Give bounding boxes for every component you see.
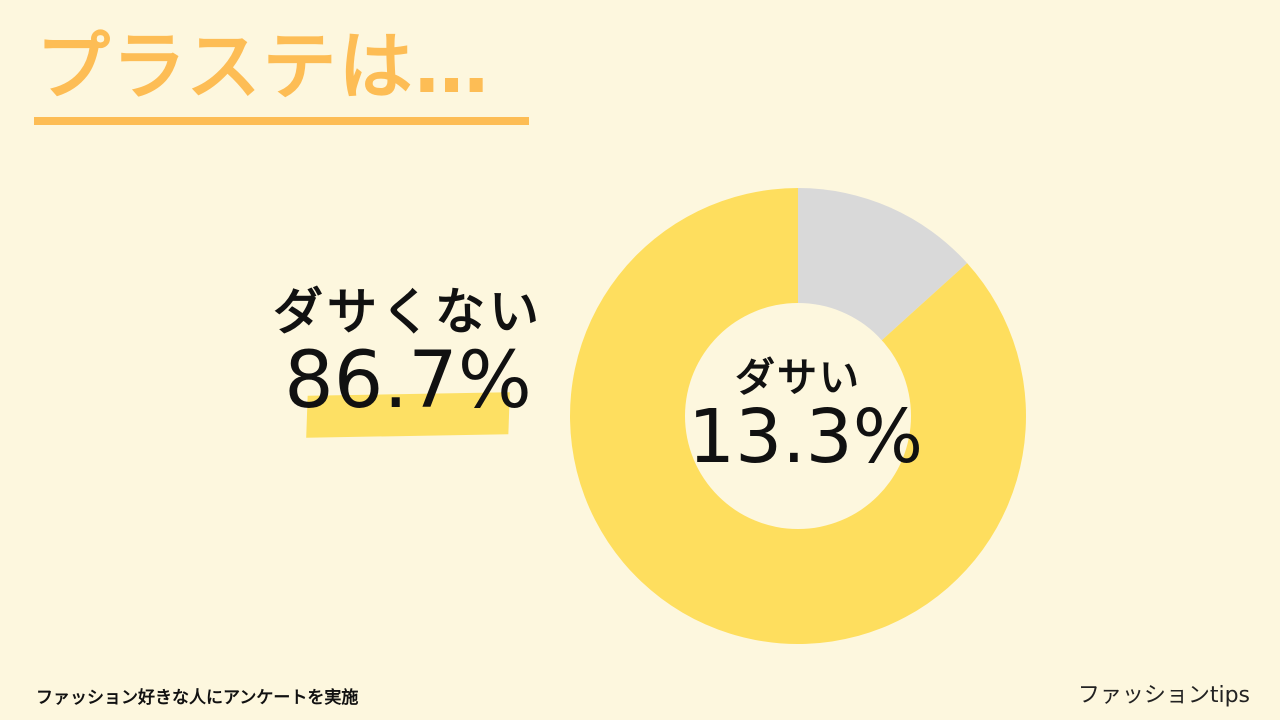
slice-label-not-dasai: ダサくない — [273, 283, 543, 341]
brand-name: ファッションtips — [1077, 683, 1250, 708]
slice-value-not-dasai: 86.7% — [284, 336, 532, 426]
survey-note: ファッション好きな人にアンケートを実施 — [36, 688, 359, 708]
slice-value-dasai: 13.3% — [688, 394, 924, 480]
title-underline — [34, 117, 529, 125]
donut-chart — [570, 188, 1026, 644]
slice-label-dasai: ダサい — [735, 355, 861, 401]
donut-hole — [685, 303, 911, 529]
page-title: プラステは… — [36, 24, 491, 110]
